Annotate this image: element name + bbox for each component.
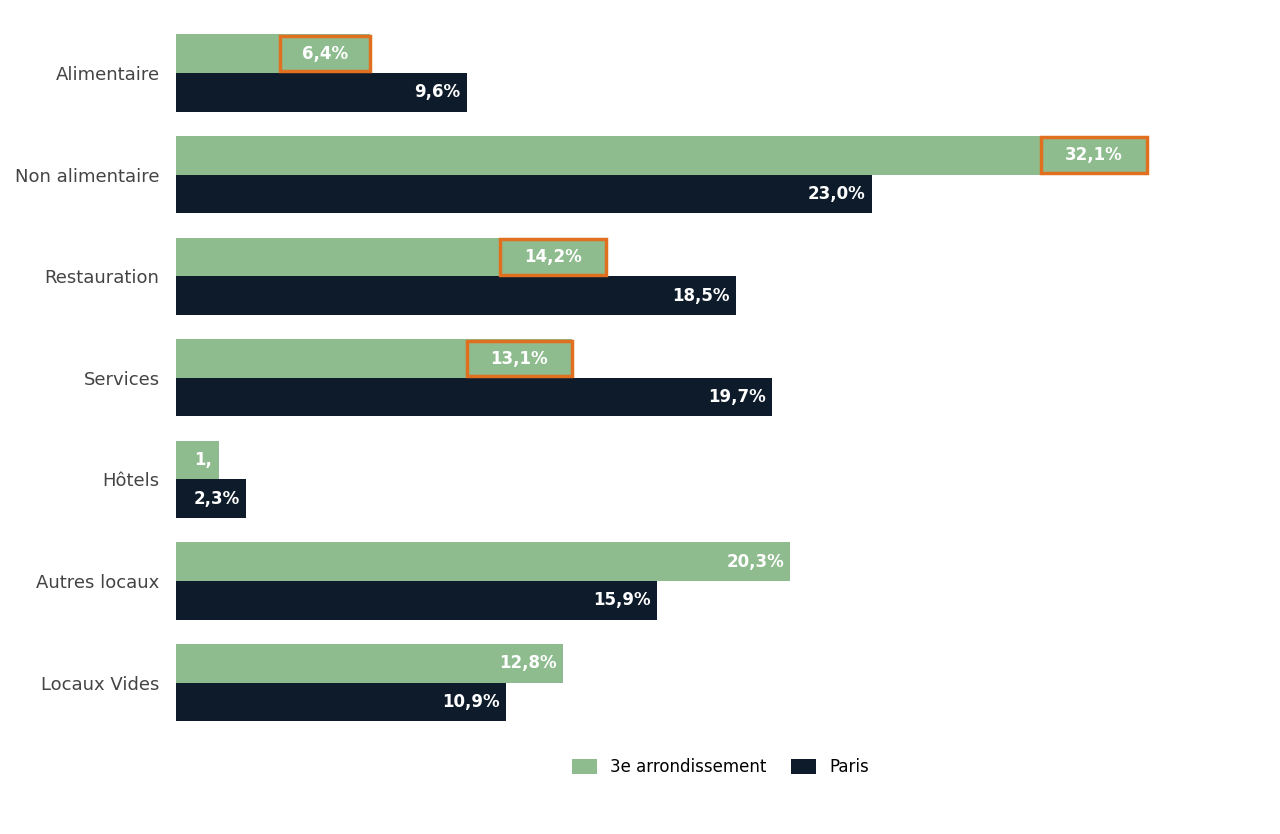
Bar (177, 276, 736, 314)
Text: 20,3%: 20,3% (726, 553, 785, 570)
Text: 23,0%: 23,0% (808, 185, 865, 203)
Bar (177, 34, 370, 73)
Bar (177, 480, 246, 518)
Text: 12,8%: 12,8% (499, 655, 557, 672)
Text: 13,1%: 13,1% (490, 349, 548, 368)
Text: 15,9%: 15,9% (594, 591, 652, 610)
Bar (177, 339, 572, 378)
Text: 32,1%: 32,1% (1065, 146, 1123, 164)
Bar (177, 136, 1147, 174)
Bar (177, 174, 872, 214)
Bar (177, 683, 506, 721)
Text: 2,3%: 2,3% (193, 490, 239, 508)
Text: 1,: 1, (195, 451, 212, 470)
Text: 9,6%: 9,6% (415, 83, 461, 101)
Bar (177, 644, 563, 683)
Bar (177, 441, 219, 480)
Text: 19,7%: 19,7% (708, 388, 765, 406)
Text: 10,9%: 10,9% (442, 693, 499, 711)
Bar (177, 73, 466, 112)
Bar (177, 542, 790, 581)
Bar (177, 378, 772, 416)
Text: 18,5%: 18,5% (672, 287, 730, 304)
Text: 6,4%: 6,4% (302, 45, 348, 63)
Bar (177, 238, 605, 276)
Bar (177, 581, 657, 620)
Legend: 3e arrondissement, Paris: 3e arrondissement, Paris (564, 751, 876, 783)
Text: 14,2%: 14,2% (524, 248, 581, 266)
